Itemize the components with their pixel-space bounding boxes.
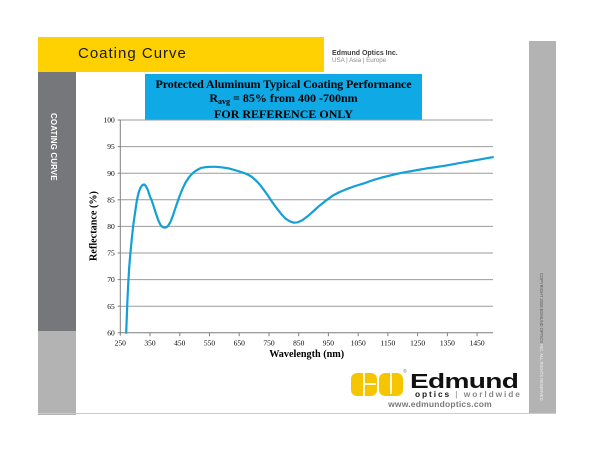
- svg-text:60: 60: [107, 328, 115, 337]
- svg-text:450: 450: [174, 339, 186, 348]
- svg-text:85: 85: [107, 195, 115, 204]
- svg-text:1050: 1050: [351, 339, 366, 348]
- svg-text:80: 80: [107, 222, 115, 231]
- svg-text:850: 850: [293, 339, 305, 348]
- svg-text:100: 100: [103, 116, 115, 125]
- svg-text:Wavelength (nm): Wavelength (nm): [269, 349, 344, 360]
- svg-text:1150: 1150: [381, 339, 396, 348]
- svg-text:65: 65: [107, 302, 115, 311]
- svg-text:350: 350: [144, 339, 156, 348]
- svg-text:95: 95: [107, 142, 115, 151]
- svg-text:650: 650: [234, 339, 246, 348]
- svg-text:1350: 1350: [440, 339, 455, 348]
- svg-text:250: 250: [115, 339, 127, 348]
- svg-text:1250: 1250: [410, 339, 425, 348]
- svg-text:750: 750: [263, 339, 275, 348]
- svg-text:90: 90: [107, 169, 115, 178]
- svg-text:550: 550: [204, 339, 216, 348]
- svg-text:Reflectance (%): Reflectance (%): [89, 191, 100, 261]
- svg-text:1450: 1450: [470, 339, 485, 348]
- svg-text:75: 75: [107, 249, 115, 258]
- svg-text:950: 950: [323, 339, 335, 348]
- svg-text:70: 70: [107, 275, 115, 284]
